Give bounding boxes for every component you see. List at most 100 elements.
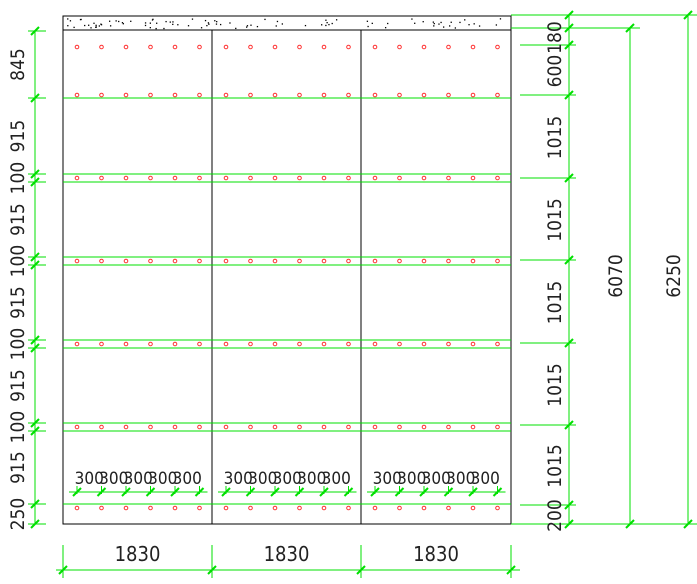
anchor-bolt <box>149 506 153 510</box>
anchor-bolt <box>124 342 128 346</box>
concrete-hatch-dot <box>328 24 329 25</box>
anchor-bolt <box>471 342 475 346</box>
concrete-hatch-dot <box>250 25 251 26</box>
anchor-bolt <box>173 425 177 429</box>
dimension-label: 915 <box>7 451 29 484</box>
anchor-bolt <box>75 176 79 180</box>
anchor-bolt <box>496 506 500 510</box>
anchor-bolt <box>398 425 402 429</box>
dimension-label: 1015 <box>544 363 566 407</box>
concrete-hatch-dot <box>115 20 116 21</box>
anchor-bolt <box>496 176 500 180</box>
concrete-hatch-dot <box>257 26 258 27</box>
concrete-hatch-dot <box>282 23 283 24</box>
dimension-label: 1015 <box>544 281 566 325</box>
concrete-hatch-dot <box>165 21 166 22</box>
concrete-hatch-dot <box>70 20 71 21</box>
anchor-bolt <box>322 45 326 49</box>
anchor-bolt <box>100 506 104 510</box>
anchor-bolt <box>496 425 500 429</box>
concrete-hatch-dot <box>474 23 475 24</box>
concrete-hatch-dot <box>88 25 89 26</box>
anchor-bolt <box>75 506 79 510</box>
concrete-hatch-dot <box>387 23 388 24</box>
anchor-bolt <box>124 45 128 49</box>
anchor-bolt <box>273 45 277 49</box>
dimension-label: 1015 <box>544 444 566 488</box>
concrete-hatch-dot <box>216 23 217 24</box>
concrete-hatch-dot <box>440 22 441 23</box>
anchor-bolt <box>149 425 153 429</box>
concrete-hatch-dot <box>208 22 209 23</box>
concrete-hatch-dot <box>172 24 173 25</box>
dimension-label: 100 <box>7 411 29 444</box>
anchor-bolt <box>422 259 426 263</box>
concrete-hatch-dot <box>438 23 439 24</box>
anchor-bolt <box>373 425 377 429</box>
anchor-bolt <box>273 93 277 97</box>
concrete-hatch-dot <box>220 24 221 25</box>
anchor-bolt <box>496 259 500 263</box>
concrete-hatch-dot <box>156 23 157 24</box>
anchor-bolt <box>173 259 177 263</box>
concrete-hatch-dot <box>201 27 202 28</box>
anchor-bolt <box>471 45 475 49</box>
concrete-hatch-dot <box>372 23 373 24</box>
anchor-bolt <box>224 259 228 263</box>
anchor-bolt <box>298 176 302 180</box>
anchor-bolt <box>373 176 377 180</box>
concrete-hatch-dot <box>459 22 460 23</box>
anchor-bolt <box>198 342 202 346</box>
anchor-bolt <box>249 342 253 346</box>
dimension-label: 6250 <box>663 254 685 298</box>
anchor-bolt <box>173 342 177 346</box>
anchor-bolt <box>422 45 426 49</box>
anchor-bolt <box>322 259 326 263</box>
dimension-label: 100 <box>7 328 29 361</box>
dimension-label: 200 <box>544 499 566 532</box>
anchor-bolt <box>273 176 277 180</box>
concrete-hatch-dot <box>177 24 178 25</box>
concrete-hatch-dot <box>276 25 277 26</box>
concrete-hatch-dot <box>479 25 480 26</box>
concrete-hatch-dot <box>443 26 444 27</box>
anchor-bolt <box>124 93 128 97</box>
concrete-hatch-dot <box>449 25 450 26</box>
dimension-label: 600 <box>544 55 566 88</box>
anchor-bolt <box>149 93 153 97</box>
dimension-label: 1015 <box>544 116 566 160</box>
anchor-bolt <box>198 176 202 180</box>
concrete-hatch-dot <box>130 21 131 22</box>
dimension-label: 845 <box>7 48 29 81</box>
anchor-bolt <box>447 506 451 510</box>
anchor-bolt <box>224 176 228 180</box>
anchor-bolt <box>471 93 475 97</box>
concrete-hatch-dot <box>192 18 193 19</box>
anchor-bolt <box>100 425 104 429</box>
concrete-hatch-dot <box>414 23 415 24</box>
anchor-bolt <box>198 259 202 263</box>
concrete-hatch-dot <box>216 21 217 22</box>
anchor-bolt <box>273 342 277 346</box>
concrete-hatch-dot <box>235 28 236 29</box>
concrete-hatch-dot <box>145 22 146 23</box>
concrete-hatch-dot <box>163 28 164 29</box>
anchor-bolt <box>373 506 377 510</box>
concrete-hatch-dot <box>84 25 85 26</box>
anchor-bolt <box>124 506 128 510</box>
concrete-hatch-dot <box>325 25 326 26</box>
anchor-bolt <box>422 425 426 429</box>
anchor-bolt <box>347 93 351 97</box>
anchor-bolt <box>273 506 277 510</box>
concrete-hatch-dot <box>214 20 215 21</box>
anchor-bolt <box>398 259 402 263</box>
anchor-bolt <box>75 425 79 429</box>
anchor-bolt <box>249 506 253 510</box>
concrete-hatch-dot <box>172 21 173 22</box>
anchor-bolt <box>373 93 377 97</box>
anchor-bolt <box>298 259 302 263</box>
anchor-bolt <box>198 425 202 429</box>
anchor-bolt <box>149 176 153 180</box>
concrete-hatch-dot <box>500 18 501 19</box>
concrete-hatch-dot <box>434 23 435 24</box>
